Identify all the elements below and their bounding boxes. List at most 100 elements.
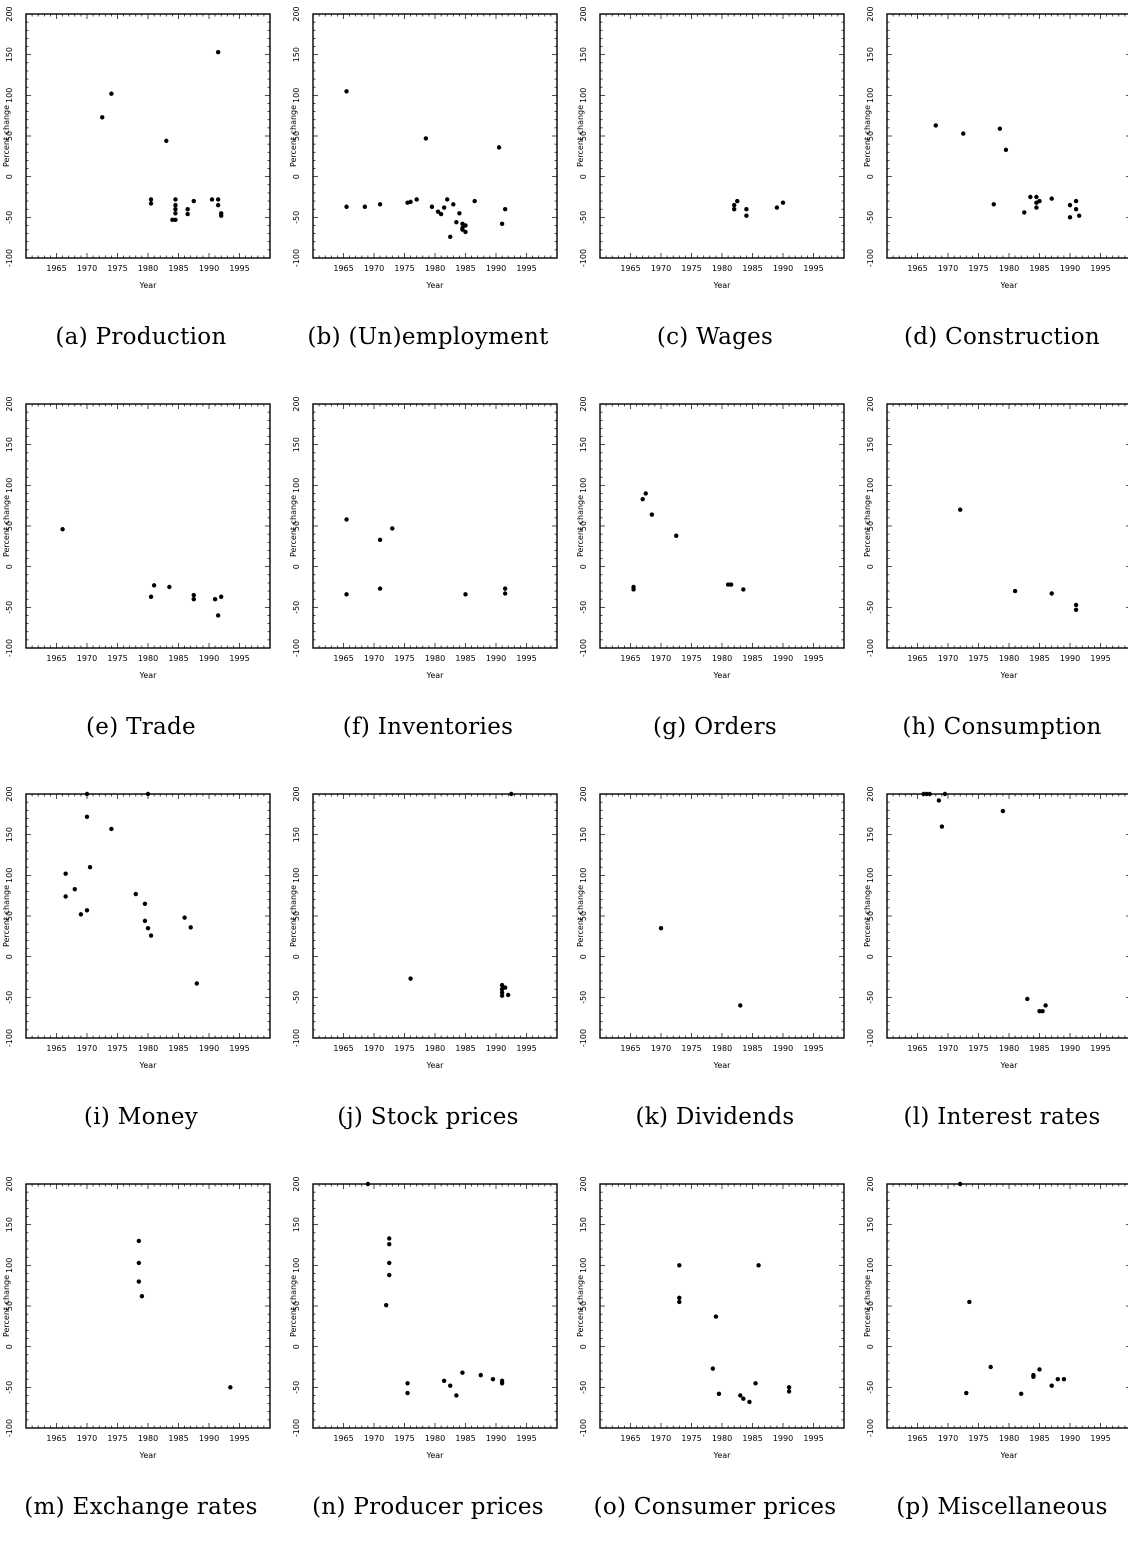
x-tick-label: 1975 [107,264,127,273]
data-point [146,926,150,930]
y-axis-label: Percent change [863,1275,872,1337]
y-axis-label: Percent change [576,105,585,167]
data-point [503,591,507,595]
x-tick-label: 1990 [773,1434,793,1443]
data-point [1050,196,1054,200]
y-tick-label: -100 [292,249,301,267]
data-point [149,197,153,201]
data-point [641,497,645,501]
y-tick-label: -50 [292,1381,301,1394]
x-tick-label: 1985 [742,654,762,663]
data-point [1034,195,1038,199]
data-point [503,207,507,211]
data-point [928,792,932,796]
x-tick-label: 1995 [803,1044,823,1053]
x-tick-label: 1990 [199,264,219,273]
y-tick-label: 100 [579,1258,588,1273]
y-tick-label: 0 [866,564,875,569]
y-tick-label: 150 [5,1217,14,1232]
x-tick-label: 1980 [138,1044,158,1053]
y-tick-label: 100 [5,1258,14,1273]
x-tick-label: 1975 [681,1044,701,1053]
x-tick-label: 1990 [773,654,793,663]
chart-caption: (b) (Un)employment [287,324,569,350]
y-tick-label: 0 [292,564,301,569]
y-tick-label: 150 [866,437,875,452]
y-tick-label: -50 [579,211,588,224]
plot-frame [313,1184,557,1428]
y-tick-label: 0 [866,1344,875,1349]
y-tick-label: 100 [292,88,301,103]
x-tick-label: 1970 [77,654,97,663]
y-tick-label: 150 [5,47,14,62]
y-tick-label: -100 [5,1029,14,1047]
x-tick-label: 1980 [138,654,158,663]
chart-panel: 1965 1970 1975 1980 1985 1990 1995 -100 -50 0 50 10… [0,390,282,780]
data-point [216,613,220,617]
data-point [424,136,428,140]
data-point [503,586,507,590]
data-point [677,1263,681,1267]
data-point [451,202,455,206]
data-point [992,202,996,206]
x-tick-label: 1990 [199,1044,219,1053]
y-axis-label: Percent change [289,495,298,557]
data-point [659,926,663,930]
data-point [674,534,678,538]
y-tick-label: 0 [5,564,14,569]
x-tick-label: 1985 [742,1044,762,1053]
y-tick-label: 200 [292,1176,301,1191]
x-tick-label: 1990 [199,654,219,663]
data-point [213,597,217,601]
data-point [1037,1367,1041,1371]
chart-caption: (p) Miscellaneous [861,1494,1128,1520]
data-point [415,197,419,201]
x-tick-label: 1965 [333,1434,353,1443]
chart-caption: (c) Wages [574,324,856,350]
x-axis-label: Year [139,1061,158,1070]
x-tick-label: 1980 [999,1044,1019,1053]
x-tick-label: 1995 [516,654,536,663]
x-tick-label: 1970 [938,654,958,663]
data-point [457,211,461,215]
y-tick-label: 150 [579,47,588,62]
y-tick-label: 150 [292,437,301,452]
chart-caption: (n) Producer prices [287,1494,569,1520]
data-point [173,218,177,222]
plot-frame [26,794,270,1038]
chart-caption: (a) Production [0,324,282,350]
y-axis-label: Percent change [863,495,872,557]
x-tick-label: 1965 [907,1434,927,1443]
x-tick-label: 1975 [968,264,988,273]
x-tick-label: 1995 [516,1044,536,1053]
y-tick-label: -50 [292,211,301,224]
x-tick-label: 1980 [712,264,732,273]
x-tick-label: 1965 [907,1044,927,1053]
plot-frame [26,14,270,258]
data-point [387,1242,391,1246]
data-point [164,139,168,143]
y-tick-label: 200 [866,6,875,21]
data-point [741,1397,745,1401]
x-tick-label: 1985 [742,1434,762,1443]
y-tick-label: 0 [5,954,14,959]
data-point [934,123,938,127]
chart-caption: (f) Inventories [287,714,569,740]
data-point [958,508,962,512]
x-axis-label: Year [426,281,445,290]
data-point [738,1393,742,1397]
data-point [717,1392,721,1396]
y-tick-label: -100 [292,1419,301,1437]
data-point [497,145,501,149]
x-tick-label: 1975 [107,1434,127,1443]
data-point [448,1384,452,1388]
x-tick-label: 1965 [46,1434,66,1443]
x-tick-label: 1990 [1060,264,1080,273]
data-point [961,131,965,135]
x-tick-label: 1995 [1090,1044,1110,1053]
data-point [387,1236,391,1240]
data-point [344,89,348,93]
x-tick-label: 1975 [394,264,414,273]
data-point [1025,997,1029,1001]
y-axis-label: Percent change [576,885,585,947]
